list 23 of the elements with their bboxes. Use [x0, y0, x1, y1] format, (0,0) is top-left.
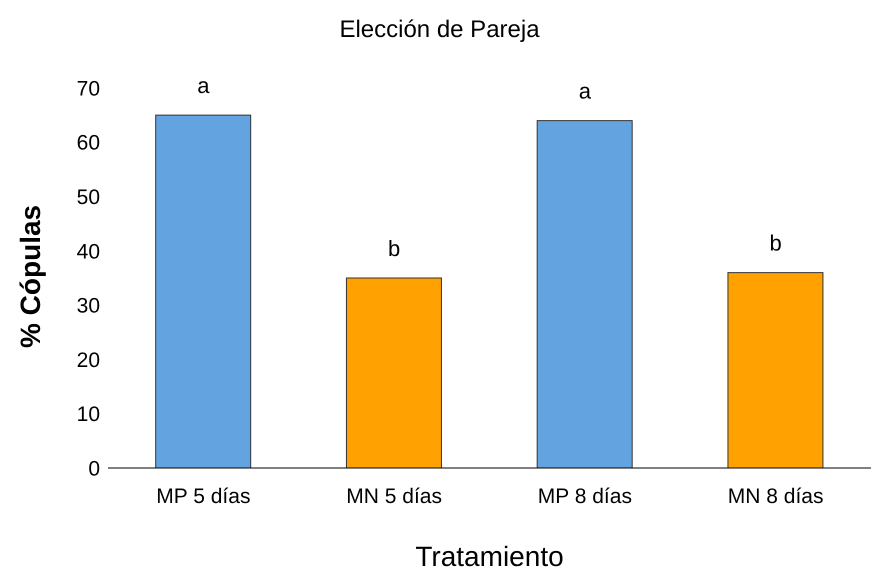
annotation: a: [197, 73, 210, 98]
y-tick-label: 10: [76, 403, 100, 426]
y-tick-label: 60: [76, 132, 100, 155]
bar: [346, 278, 442, 468]
bar: [536, 120, 633, 468]
chart-title: Elección de Pareja: [338, 16, 541, 44]
x-tick-label: MN 5 días: [346, 484, 442, 508]
bar: [155, 114, 252, 468]
annotation: b: [388, 236, 400, 261]
annotation: b: [770, 230, 782, 256]
bar: [727, 272, 824, 468]
x-tick-label: MP 8 días: [538, 484, 632, 508]
y-tick-label: 20: [76, 348, 100, 372]
x-tick-label: MP 5 días: [156, 484, 250, 508]
annotation: a: [578, 78, 592, 104]
y-tick-label: 40: [76, 240, 100, 264]
y-tick-label: 50: [76, 186, 100, 210]
y-axis-title: % Cópulas: [14, 204, 46, 348]
y-tick-label: 30: [76, 294, 100, 318]
y-tick-label: 0: [88, 457, 100, 480]
x-tick-label: MN 8 días: [728, 484, 824, 508]
x-axis-title: Tratamiento: [415, 540, 564, 572]
y-tick-label: 70: [76, 77, 100, 100]
